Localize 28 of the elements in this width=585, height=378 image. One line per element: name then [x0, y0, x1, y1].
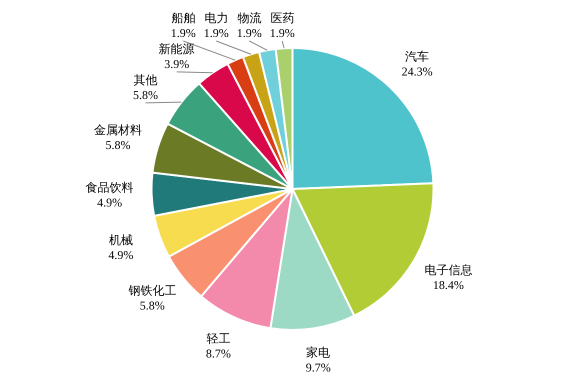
data-label: 4.9%: [108, 248, 134, 262]
data-label: 8.7%: [206, 346, 231, 360]
slice-label: 其他: [134, 73, 158, 88]
data-label: 5.8%: [133, 88, 158, 102]
slice-label: 轻工: [206, 331, 230, 346]
data-label: 1.9%: [270, 26, 295, 40]
slice-label: 船舶: [171, 11, 196, 26]
slice-label: 汽车: [405, 49, 430, 64]
data-label: 1.9%: [170, 26, 196, 40]
slice-label: 家电: [306, 345, 330, 360]
slice-label: 医药: [270, 11, 294, 26]
slice-label: 钢铁化工: [127, 283, 176, 298]
data-label: 3.9%: [164, 56, 190, 71]
slice-label: 金属材料: [94, 123, 142, 138]
slice-label: 机械: [108, 232, 133, 247]
slice-label: 电力: [204, 11, 228, 26]
data-label: 4.9%: [97, 196, 122, 210]
data-label: 9.7%: [306, 360, 331, 374]
data-label: 24.3%: [402, 64, 433, 78]
data-label: 5.8%: [106, 138, 131, 152]
slice-label: 电子信息: [424, 262, 472, 277]
slice-label: 物流: [237, 11, 262, 26]
data-label: 5.8%: [140, 298, 165, 312]
slice-label: 食品饮料: [86, 180, 134, 195]
slice-label: 新能源: [158, 42, 195, 56]
data-label: 1.9%: [204, 26, 229, 40]
data-label: 18.4%: [432, 278, 464, 292]
data-label: 1.9%: [236, 26, 262, 40]
